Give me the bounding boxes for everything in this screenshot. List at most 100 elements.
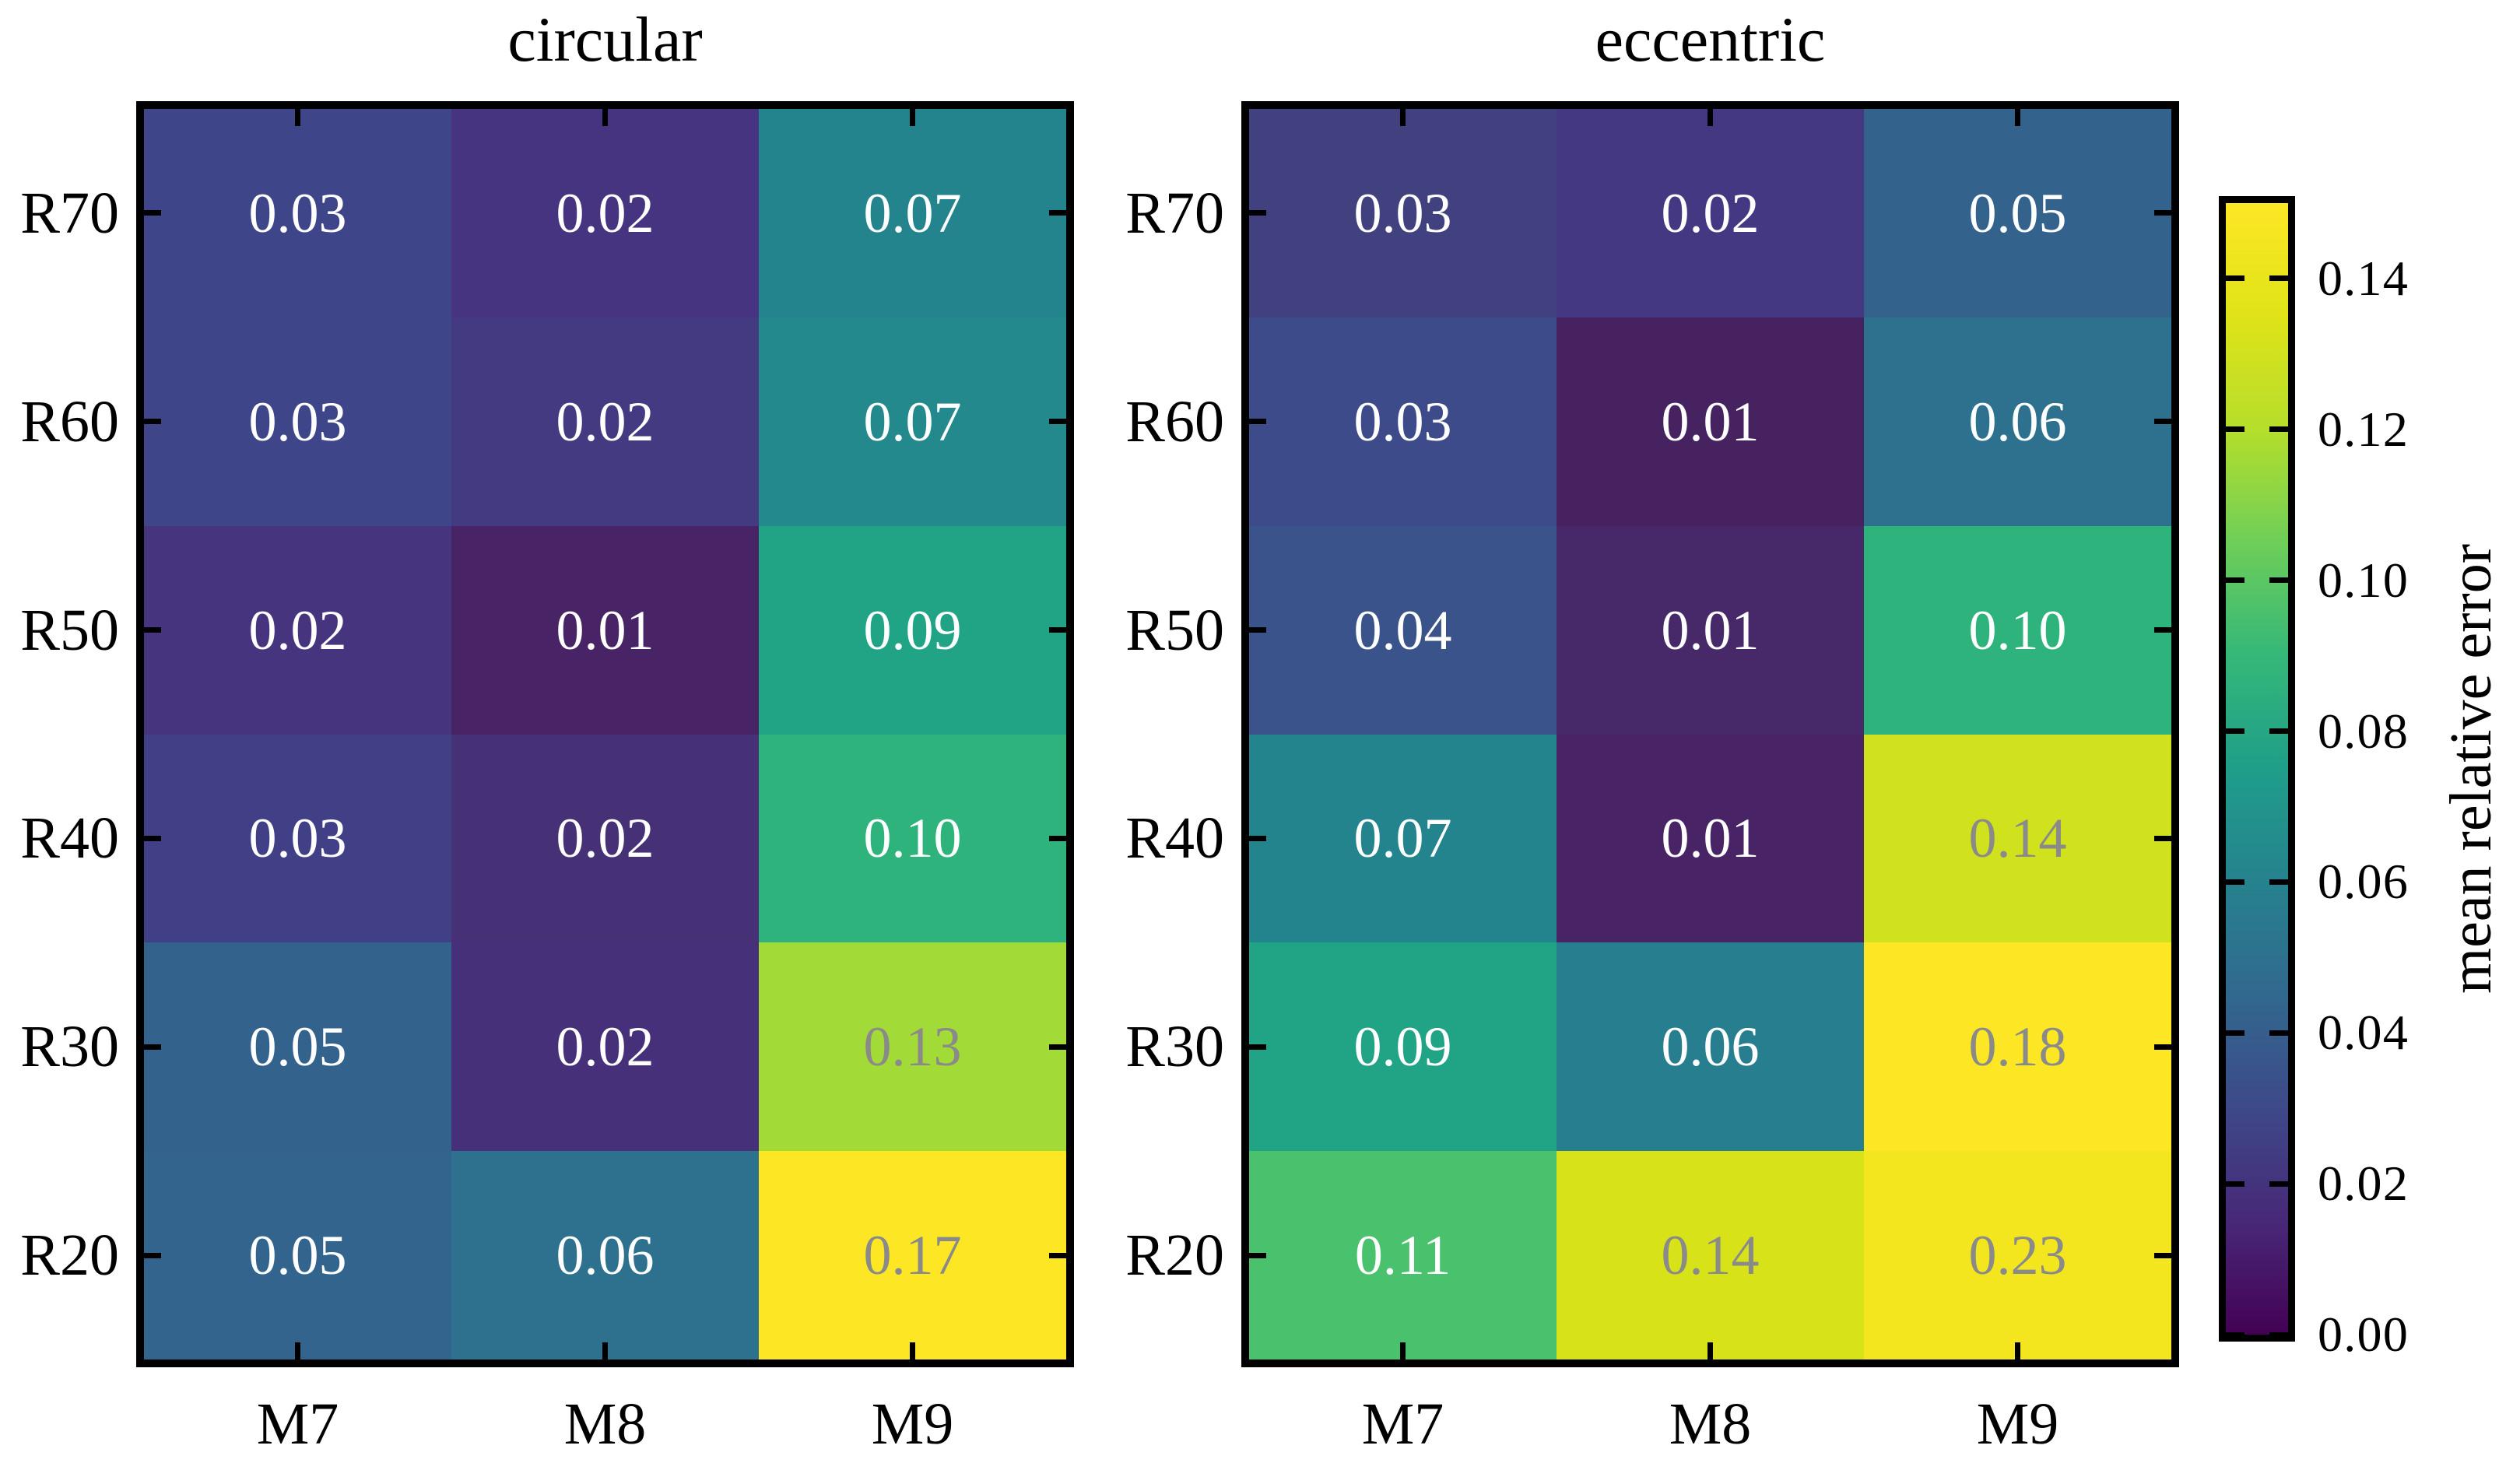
heatmap-axes-eccentric: 0.03 0.02 0.05 0.03 0.01 0.06 0.04 0.01 0.10 0.07… [1241, 101, 2179, 1367]
colorbar-tick-label: 0.06 [2318, 854, 2409, 910]
heatmap-cell: 0.03 [144, 734, 451, 943]
x-axis-tick [1707, 1342, 1713, 1359]
heatmap-cell: 0.06 [1557, 942, 1864, 1152]
row-label: R60 [1125, 388, 1224, 454]
y-axis-tick [1049, 210, 1066, 216]
cell-value: 0.14 [1968, 807, 2067, 870]
y-axis-tick [1049, 627, 1066, 633]
heatmap-cell: 0.02 [451, 317, 759, 526]
heatmap-cell: 0.02 [451, 109, 759, 317]
heatmap-cell: 0.11 [1249, 1151, 1557, 1359]
cell-value: 0.01 [1661, 598, 1760, 661]
heatmap-cell: 0.05 [144, 1151, 451, 1359]
cell-value: 0.05 [248, 1224, 347, 1287]
heatmap-cell: 0.03 [144, 109, 451, 317]
heatmap-cell: 0.01 [1557, 734, 1864, 943]
cell-value: 0.18 [1968, 1016, 2067, 1079]
y-axis-tick [2154, 210, 2171, 216]
row-label: R40 [20, 805, 119, 872]
y-axis-tick [1049, 835, 1066, 841]
colorbar-tick-label: 0.12 [2318, 401, 2409, 457]
x-axis-tick [2015, 1342, 2020, 1359]
panel-title-circular: circular [507, 4, 703, 75]
y-axis-tick [1249, 1044, 1266, 1050]
y-axis-tick [1249, 1252, 1266, 1258]
heatmap-cell: 0.14 [1557, 1151, 1864, 1359]
row-label: R70 [20, 180, 119, 246]
cell-value: 0.02 [556, 1016, 655, 1079]
colorbar-tick [2226, 1030, 2244, 1036]
cell-value: 0.02 [556, 807, 655, 870]
row-label: R50 [20, 597, 119, 663]
cell-value: 0.11 [1354, 1224, 1451, 1287]
heatmap-cell: 0.03 [144, 317, 451, 526]
colorbar-tick [2269, 1331, 2288, 1335]
colorbar-tick [2226, 1331, 2244, 1335]
heatmap-cell: 0.01 [1557, 317, 1864, 526]
y-axis-tick [144, 835, 161, 841]
cell-value: 0.09 [1353, 1016, 1452, 1079]
y-axis-tick [2154, 1252, 2171, 1258]
colorbar-tick-label: 0.02 [2318, 1156, 2409, 1212]
colorbar-tick [2269, 426, 2288, 433]
x-axis-tick [910, 1342, 915, 1359]
y-axis-tick [144, 1252, 161, 1258]
colorbar-tick-label: 0.08 [2318, 703, 2409, 759]
col-label: M9 [1976, 1391, 2059, 1457]
row-label: R30 [20, 1014, 119, 1080]
col-label: M7 [256, 1391, 339, 1457]
x-axis-tick [1400, 109, 1406, 126]
y-axis-tick [1249, 419, 1266, 425]
cell-value: 0.10 [1968, 598, 2067, 661]
y-axis-tick [2154, 419, 2171, 425]
y-axis-tick [144, 627, 161, 633]
colorbar-tick [2226, 426, 2244, 433]
colorbar-tick-label: 0.04 [2318, 1005, 2409, 1061]
heatmap-cell: 0.09 [759, 525, 1066, 735]
cell-value: 0.06 [1661, 1016, 1760, 1079]
y-axis-tick [144, 1044, 161, 1050]
cell-value: 0.02 [556, 390, 655, 453]
cell-value: 0.01 [1661, 807, 1760, 870]
cell-value: 0.06 [556, 1224, 655, 1287]
cell-value: 0.13 [863, 1016, 962, 1079]
cell-value: 0.09 [863, 598, 962, 661]
x-axis-tick [910, 109, 915, 126]
cell-value: 0.03 [1353, 181, 1452, 244]
col-label: M9 [871, 1391, 954, 1457]
heatmap-cell: 0.18 [1864, 942, 2171, 1152]
panel-title-eccentric: eccentric [1595, 4, 1826, 75]
heatmap-cell: 0.06 [451, 1151, 759, 1359]
heatmap-cells-eccentric: 0.03 0.02 0.05 0.03 0.01 0.06 0.04 0.01 0.10 0.07… [1249, 109, 2171, 1359]
heatmap-cell: 0.05 [1864, 109, 2171, 317]
colorbar-tick [2269, 275, 2288, 282]
heatmap-cell: 0.13 [759, 942, 1066, 1152]
x-axis-tick [2015, 109, 2020, 126]
heatmap-cell: 0.07 [1249, 734, 1557, 943]
cell-value: 0.06 [1968, 390, 2067, 453]
y-axis-tick [1249, 627, 1266, 633]
x-axis-tick [295, 109, 300, 126]
heatmap-cell: 0.07 [759, 317, 1066, 526]
cell-value: 0.03 [248, 181, 347, 244]
colorbar-tick [2269, 577, 2288, 584]
cell-value: 0.02 [556, 181, 655, 244]
heatmap-cell: 0.02 [144, 525, 451, 735]
x-axis-tick [1400, 1342, 1406, 1359]
x-axis-tick [1707, 109, 1713, 126]
cell-value: 0.07 [863, 181, 962, 244]
heatmap-cell: 0.17 [759, 1151, 1066, 1359]
row-label: R30 [1125, 1014, 1224, 1080]
row-label: R50 [1125, 597, 1224, 663]
colorbar-tick [2269, 1181, 2288, 1187]
colorbar-axis-label: mean relative error [2438, 543, 2504, 995]
cell-value: 0.05 [1968, 181, 2067, 244]
cell-value: 0.03 [1353, 390, 1452, 453]
cell-value: 0.07 [863, 390, 962, 453]
row-label: R20 [1125, 1223, 1224, 1289]
y-axis-tick [1249, 210, 1266, 216]
heatmap-cell: 0.02 [451, 942, 759, 1152]
y-axis-tick [1049, 1044, 1066, 1050]
colorbar-tick [2226, 728, 2244, 735]
